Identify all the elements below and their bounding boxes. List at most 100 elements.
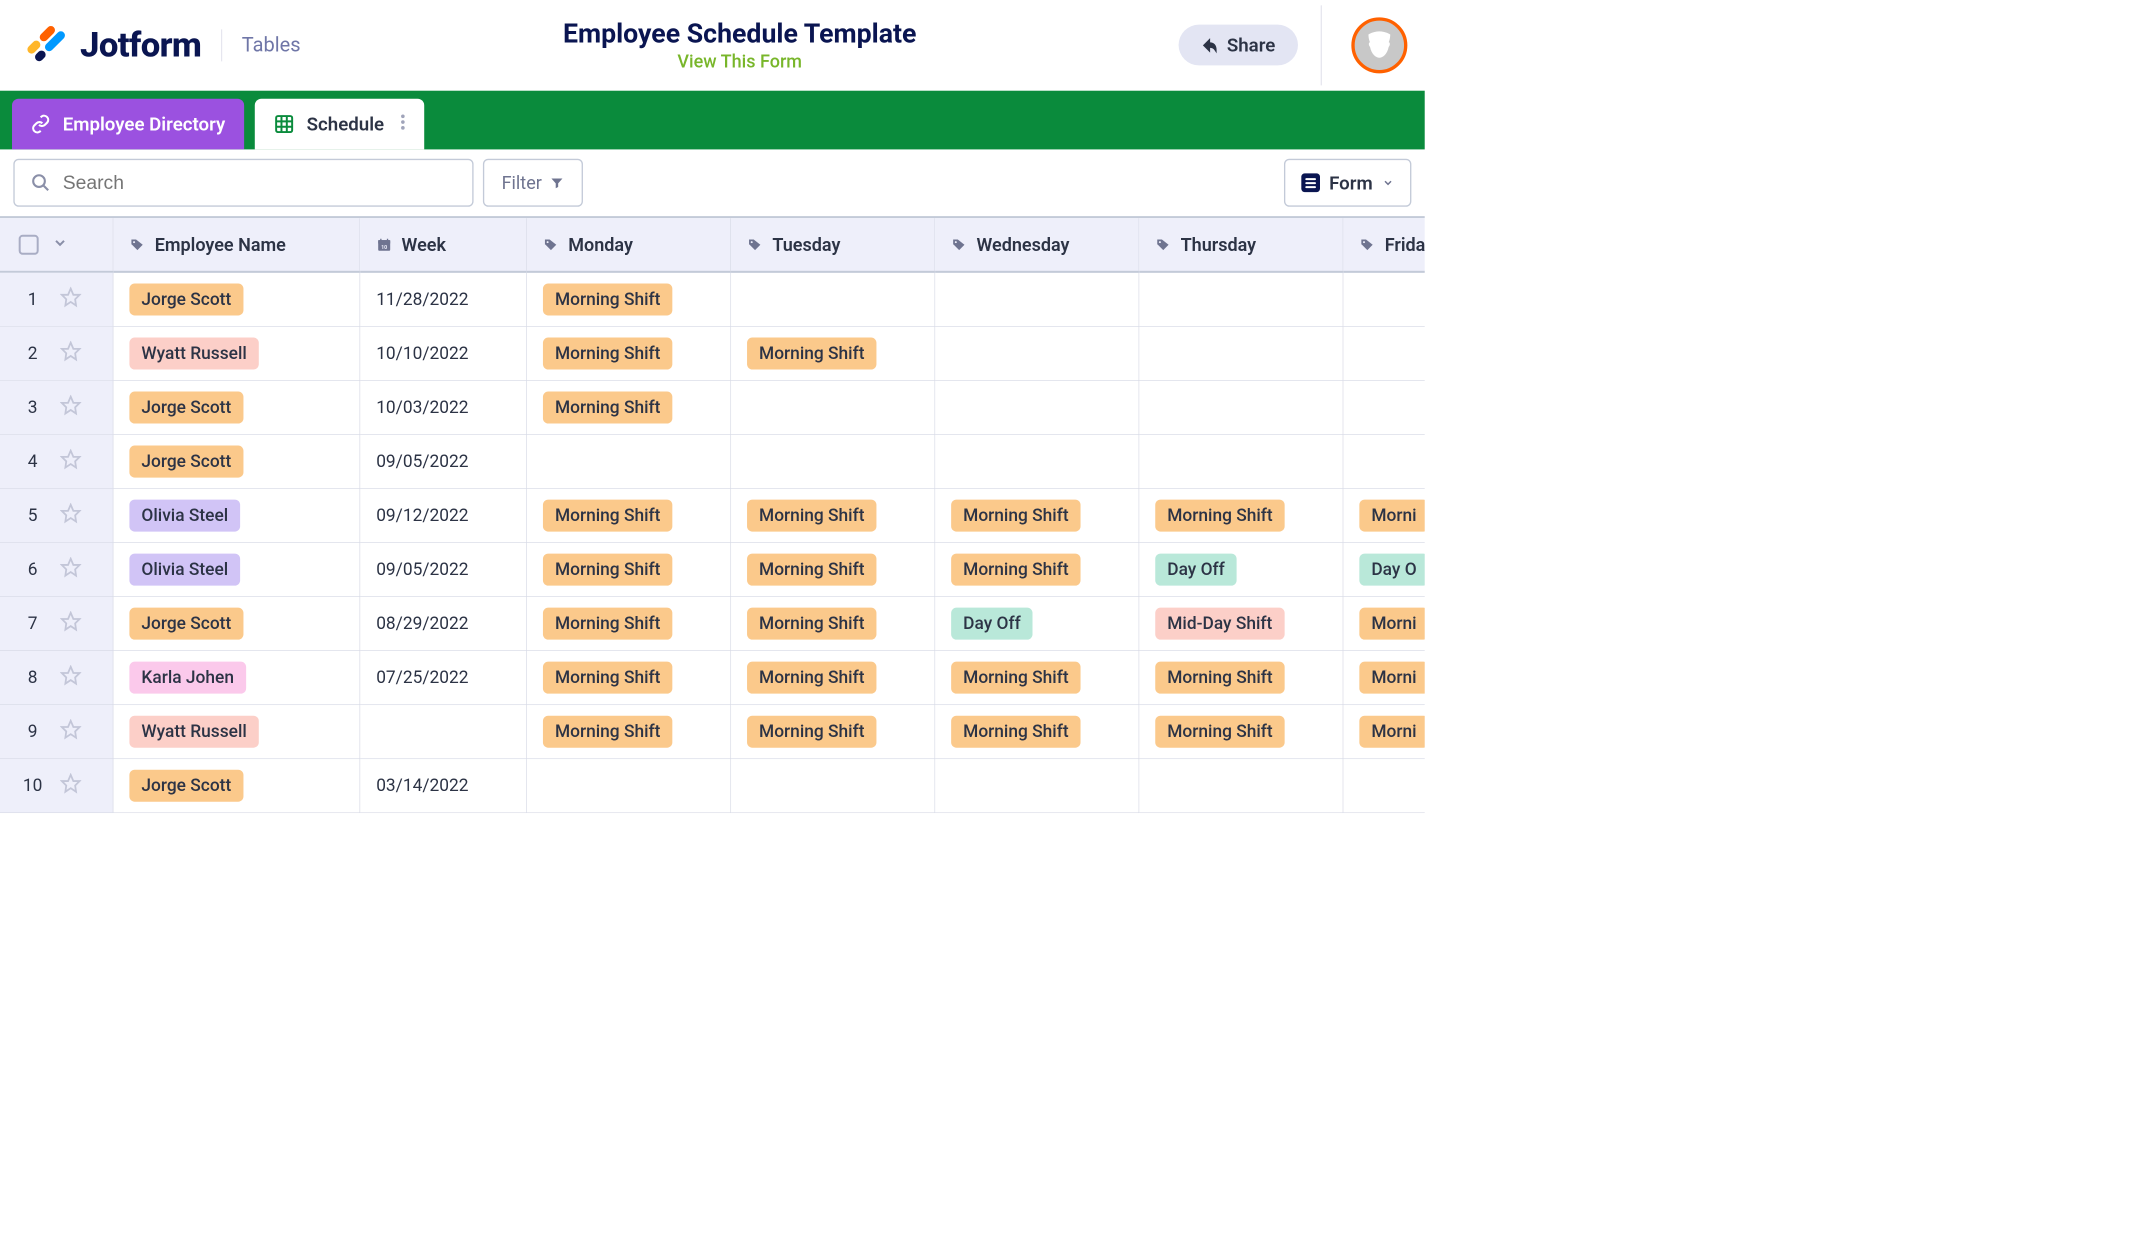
cell-shift[interactable]: Morning Shift (527, 381, 731, 435)
cell-shift[interactable]: Morning Shift (527, 651, 731, 705)
tab-menu-icon[interactable] (400, 113, 405, 134)
star-icon[interactable] (60, 286, 81, 312)
star-icon[interactable] (60, 557, 81, 583)
cell-shift[interactable] (527, 435, 731, 489)
cell-shift[interactable] (1343, 273, 1424, 327)
row-gutter[interactable]: 5 (0, 489, 113, 543)
cell-employee-name[interactable]: Jorge Scott (113, 759, 360, 813)
cell-employee-name[interactable]: Karla Johen (113, 651, 360, 705)
cell-shift[interactable] (935, 435, 1139, 489)
select-all-header[interactable] (0, 218, 113, 273)
cell-week[interactable]: 09/05/2022 (360, 435, 527, 489)
cell-shift[interactable] (731, 381, 935, 435)
star-icon[interactable] (60, 341, 81, 367)
cell-week[interactable]: 09/05/2022 (360, 543, 527, 597)
cell-shift[interactable]: Morning Shift (1139, 651, 1343, 705)
cell-shift[interactable]: Morning Shift (731, 543, 935, 597)
cell-shift[interactable] (935, 327, 1139, 381)
cell-employee-name[interactable]: Olivia Steel (113, 489, 360, 543)
cell-shift[interactable]: Morning Shift (731, 597, 935, 651)
cell-shift[interactable]: Morning Shift (1139, 705, 1343, 759)
cell-week[interactable] (360, 705, 527, 759)
cell-shift[interactable]: Morning Shift (1139, 489, 1343, 543)
star-icon[interactable] (60, 449, 81, 475)
row-gutter[interactable]: 10 (0, 759, 113, 813)
cell-shift[interactable] (1139, 435, 1343, 489)
cell-shift[interactable] (935, 273, 1139, 327)
cell-shift[interactable] (1139, 273, 1343, 327)
row-gutter[interactable]: 7 (0, 597, 113, 651)
cell-employee-name[interactable]: Wyatt Russell (113, 327, 360, 381)
column-header[interactable]: Wednesday (935, 218, 1139, 273)
cell-shift[interactable]: Morning Shift (527, 489, 731, 543)
row-gutter[interactable]: 1 (0, 273, 113, 327)
cell-week[interactable]: 10/10/2022 (360, 327, 527, 381)
row-gutter[interactable]: 4 (0, 435, 113, 489)
cell-week[interactable]: 03/14/2022 (360, 759, 527, 813)
cell-week[interactable]: 08/29/2022 (360, 597, 527, 651)
cell-employee-name[interactable]: Wyatt Russell (113, 705, 360, 759)
column-header[interactable]: Monday (527, 218, 731, 273)
cell-shift[interactable] (935, 381, 1139, 435)
brand-logo[interactable]: Jotform (27, 24, 201, 65)
column-header[interactable]: Employee Name (113, 218, 360, 273)
column-header[interactable]: Thursday (1139, 218, 1343, 273)
row-gutter[interactable]: 2 (0, 327, 113, 381)
cell-shift[interactable]: Morni (1343, 489, 1424, 543)
cell-employee-name[interactable]: Jorge Scott (113, 597, 360, 651)
cell-employee-name[interactable]: Olivia Steel (113, 543, 360, 597)
star-icon[interactable] (60, 665, 81, 691)
cell-shift[interactable] (1139, 759, 1343, 813)
star-icon[interactable] (60, 395, 81, 421)
form-view-button[interactable]: Form (1284, 159, 1412, 207)
row-gutter[interactable]: 8 (0, 651, 113, 705)
view-form-link[interactable]: View This Form (301, 51, 1179, 72)
search-input[interactable] (63, 172, 457, 194)
cell-shift[interactable] (935, 759, 1139, 813)
cell-shift[interactable]: Day Off (1139, 543, 1343, 597)
row-gutter[interactable]: 9 (0, 705, 113, 759)
cell-shift[interactable] (731, 759, 935, 813)
cell-shift[interactable]: Morning Shift (935, 543, 1139, 597)
cell-shift[interactable]: Morni (1343, 597, 1424, 651)
cell-shift[interactable]: Mid-Day Shift (1139, 597, 1343, 651)
cell-shift[interactable]: Morning Shift (935, 705, 1139, 759)
section-label[interactable]: Tables (242, 33, 301, 56)
cell-shift[interactable] (527, 759, 731, 813)
tab-schedule[interactable]: Schedule (255, 99, 425, 150)
star-icon[interactable] (60, 611, 81, 637)
cell-employee-name[interactable]: Jorge Scott (113, 435, 360, 489)
share-button[interactable]: Share (1179, 25, 1298, 66)
cell-shift[interactable]: Morning Shift (731, 489, 935, 543)
cell-shift[interactable] (1139, 381, 1343, 435)
tab-employee-directory[interactable]: Employee Directory (12, 99, 244, 150)
cell-shift[interactable]: Morning Shift (731, 651, 935, 705)
cell-shift[interactable]: Morni (1343, 651, 1424, 705)
cell-employee-name[interactable]: Jorge Scott (113, 381, 360, 435)
cell-shift[interactable]: Day Off (935, 597, 1139, 651)
cell-shift[interactable] (1343, 759, 1424, 813)
cell-week[interactable]: 09/12/2022 (360, 489, 527, 543)
cell-week[interactable]: 10/03/2022 (360, 381, 527, 435)
row-gutter[interactable]: 3 (0, 381, 113, 435)
cell-shift[interactable]: Morni (1343, 705, 1424, 759)
cell-shift[interactable]: Morning Shift (527, 273, 731, 327)
select-all-checkbox[interactable] (19, 234, 39, 254)
search-box[interactable] (13, 159, 473, 207)
cell-shift[interactable]: Morning Shift (527, 543, 731, 597)
cell-shift[interactable]: Morning Shift (935, 651, 1139, 705)
star-icon[interactable] (60, 503, 81, 529)
filter-button[interactable]: Filter (483, 159, 583, 207)
cell-shift[interactable] (1139, 327, 1343, 381)
cell-shift[interactable]: Morning Shift (731, 327, 935, 381)
cell-week[interactable]: 07/25/2022 (360, 651, 527, 705)
cell-shift[interactable] (1343, 435, 1424, 489)
column-header[interactable]: Frida (1343, 218, 1424, 273)
chevron-down-icon[interactable] (52, 234, 68, 255)
cell-shift[interactable] (1343, 381, 1424, 435)
cell-shift[interactable]: Morning Shift (527, 327, 731, 381)
cell-employee-name[interactable]: Jorge Scott (113, 273, 360, 327)
cell-shift[interactable] (1343, 327, 1424, 381)
cell-shift[interactable] (731, 435, 935, 489)
star-icon[interactable] (60, 773, 81, 799)
